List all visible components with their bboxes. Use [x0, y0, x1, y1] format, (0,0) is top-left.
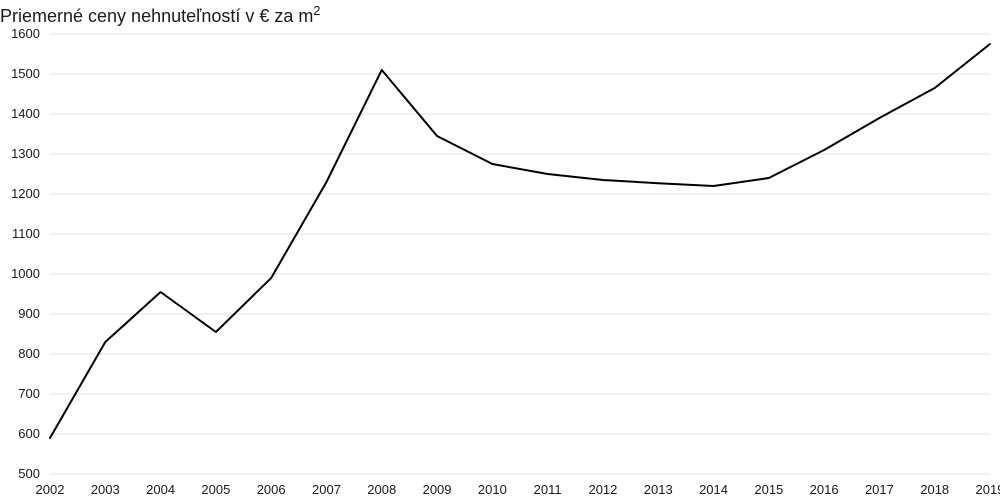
x-axis-tick-label: 2019	[976, 482, 1000, 497]
x-axis-tick-label: 2011	[534, 482, 562, 497]
x-axis-tick-label: 2013	[644, 482, 673, 497]
x-axis-tick-label: 2010	[478, 482, 507, 497]
y-axis-tick-label: 1200	[11, 186, 40, 201]
y-axis-tick-label: 1100	[12, 226, 40, 241]
x-axis-tick-label: 2015	[754, 482, 783, 497]
y-axis-tick-label: 1500	[11, 66, 40, 81]
y-axis-tick-label: 800	[18, 346, 40, 361]
x-axis-tick-label: 2008	[367, 482, 396, 497]
x-axis-tick-label: 2009	[423, 482, 452, 497]
y-axis-tick-label: 600	[18, 426, 40, 441]
chart-title-main: Priemerné ceny nehnuteľností v € za m	[0, 6, 313, 26]
data-series-line	[50, 44, 990, 438]
y-axis-tick-label: 700	[18, 386, 40, 401]
chart-container: Priemerné ceny nehnuteľností v € za m2 5…	[0, 0, 1000, 504]
x-axis-tick-label: 2003	[91, 482, 120, 497]
chart-title: Priemerné ceny nehnuteľností v € za m2	[0, 4, 320, 27]
x-axis-tick-label: 2014	[699, 482, 728, 497]
x-axis-tick-label: 2004	[146, 482, 175, 497]
y-axis-tick-label: 900	[18, 306, 40, 321]
x-axis-tick-label: 2016	[810, 482, 839, 497]
x-axis-tick-label: 2018	[920, 482, 949, 497]
x-axis-tick-label: 2005	[201, 482, 230, 497]
chart-title-sup: 2	[313, 4, 320, 18]
x-axis-tick-label: 2007	[312, 482, 341, 497]
y-axis-tick-label: 1000	[11, 266, 40, 281]
y-axis-tick-label: 500	[18, 466, 40, 481]
y-axis-tick-label: 1600	[11, 26, 40, 41]
x-axis-tick-label: 2002	[36, 482, 65, 497]
x-axis-tick-label: 2017	[865, 482, 894, 497]
line-chart: 500 600 700 800 900 1000 1100 1200 1300 1400 1500 1…	[0, 0, 1000, 504]
y-axis-tick-label: 1300	[11, 146, 40, 161]
y-axis-tick-label: 1400	[11, 106, 40, 121]
x-axis-tick-label: 2012	[588, 482, 617, 497]
x-axis-tick-label: 2006	[257, 482, 286, 497]
